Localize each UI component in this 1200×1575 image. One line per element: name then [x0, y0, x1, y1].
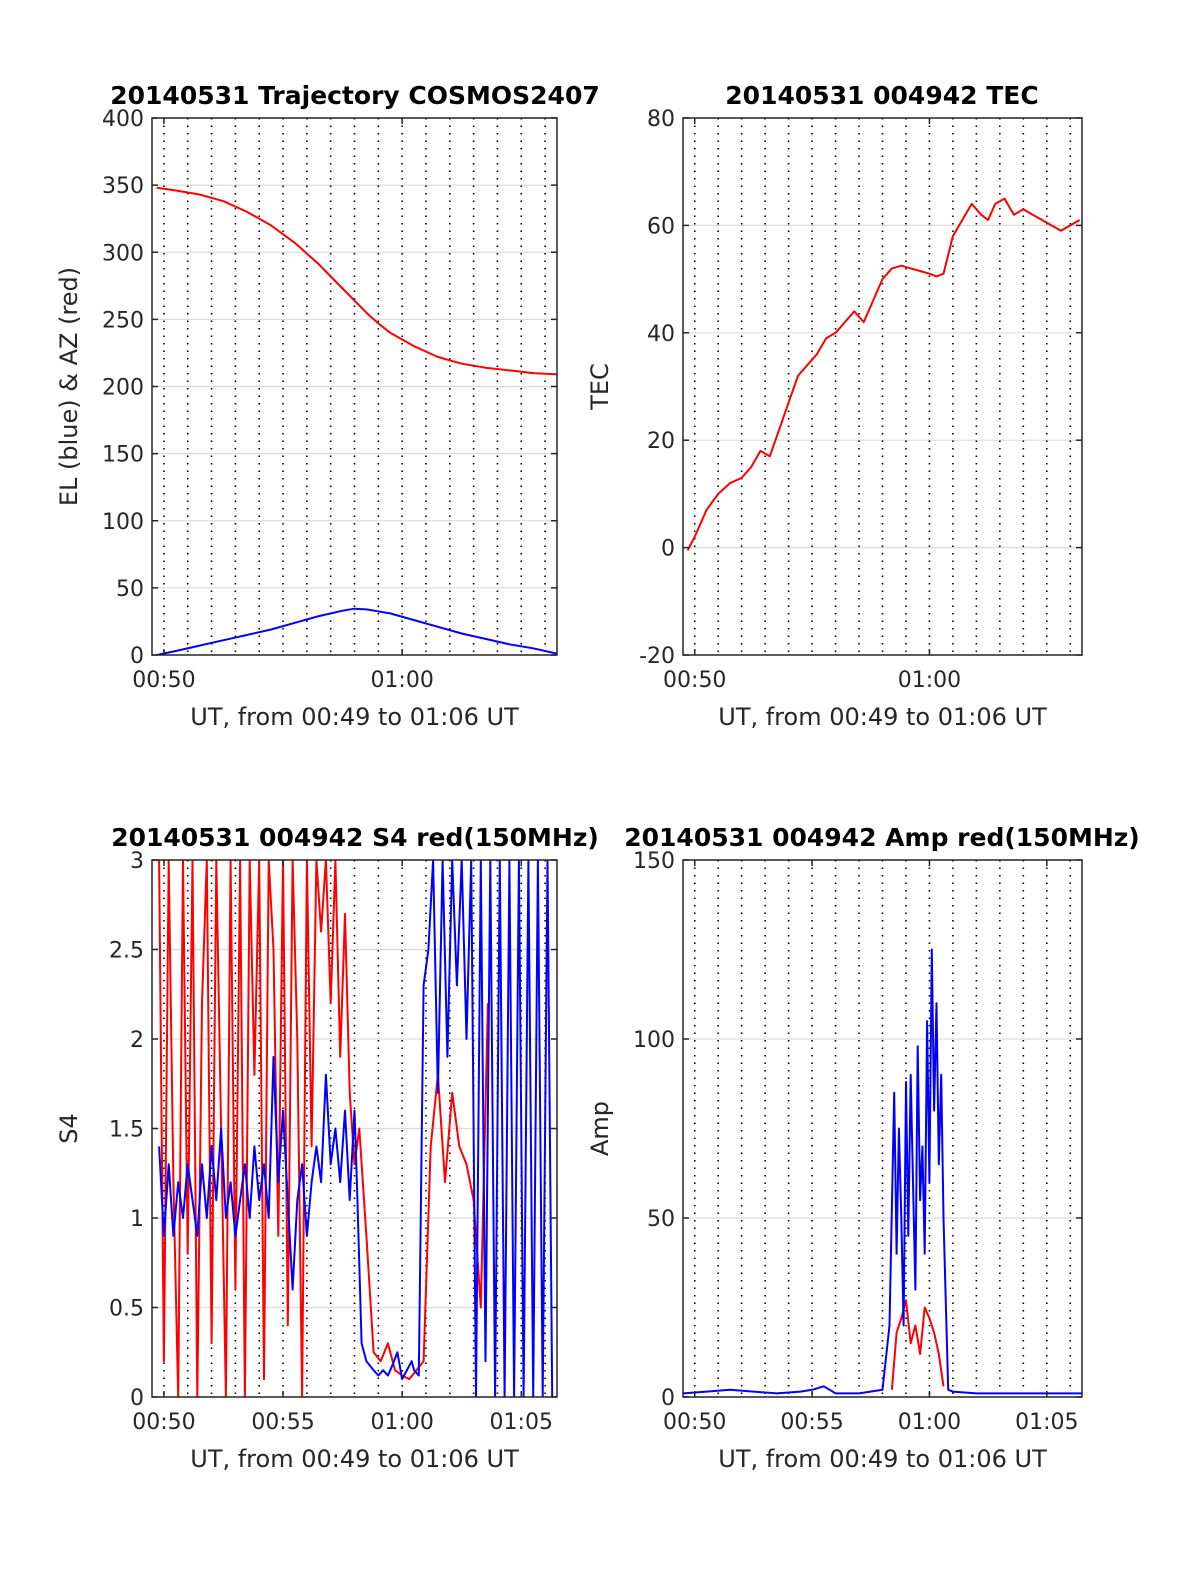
x-tick-label: 01:00 — [370, 668, 433, 693]
y-tick-label: 0 — [130, 1386, 144, 1411]
y-axis-label: TEC — [586, 363, 614, 411]
y-tick-label: 0.5 — [109, 1297, 144, 1322]
y-tick-label: 80 — [647, 107, 675, 132]
y-tick-label: 40 — [647, 322, 675, 347]
y-tick-label: 250 — [102, 308, 144, 333]
x-axis-label: UT, from 00:49 to 01:06 UT — [190, 703, 519, 731]
y-tick-label: 0 — [661, 537, 675, 562]
y-tick-label: 50 — [647, 1207, 675, 1232]
y-tick-label: 200 — [102, 376, 144, 401]
y-tick-label: 0 — [130, 644, 144, 669]
y-tick-label: 300 — [102, 241, 144, 266]
y-tick-label: 100 — [102, 510, 144, 535]
tec-panel: -20 0 20 40 60 80 00:50 01:00 20140531 004942 TE… — [586, 81, 1083, 731]
x-tick-label: 01:00 — [898, 668, 961, 693]
y-tick-label: 1.5 — [109, 1118, 144, 1143]
series-s4-blue — [158, 860, 554, 1397]
axes-frame — [682, 117, 1083, 656]
y-tick-label: 50 — [116, 577, 144, 602]
chart-title: 20140531 004942 TEC — [725, 81, 1038, 110]
chart-title: 20140531 004942 S4 red(150MHz) — [111, 823, 599, 852]
y-tick-label: 2.5 — [109, 939, 144, 964]
x-axis-label: UT, from 00:49 to 01:06 UT — [718, 703, 1047, 731]
series-el — [156, 607, 557, 655]
y-tick-label: 60 — [647, 214, 675, 239]
x-tick-label: 01:00 — [898, 1410, 961, 1435]
series-az — [156, 186, 557, 376]
series-group — [158, 860, 554, 1397]
y-axis-label: EL (blue) & AZ (red) — [55, 267, 83, 506]
series-group — [686, 197, 1081, 551]
series-s4-red — [158, 860, 489, 1397]
plot-area — [683, 860, 1082, 1397]
x-tick-label: 01:00 — [370, 1410, 433, 1435]
y-tick-label: 0 — [661, 1386, 675, 1411]
plot-area — [683, 118, 1082, 655]
x-axis-label: UT, from 00:49 to 01:06 UT — [190, 1445, 519, 1473]
chart-title: 20140531 Trajectory COSMOS2407 — [110, 81, 600, 110]
x-tick-label: 00:50 — [663, 1410, 726, 1435]
x-axis-label: UT, from 00:49 to 01:06 UT — [718, 1445, 1047, 1473]
x-tick-label: 01:05 — [490, 1410, 553, 1435]
y-tick-label: 3 — [130, 849, 144, 874]
series-amp-blue — [683, 948, 1082, 1395]
y-tick-label: 150 — [102, 443, 144, 468]
y-tick-label: -20 — [639, 644, 675, 669]
y-tick-label: 150 — [633, 849, 675, 874]
y-tick-label: 350 — [102, 174, 144, 199]
x-tick-label: 00:55 — [780, 1410, 843, 1435]
x-tick-label: 00:50 — [132, 668, 195, 693]
y-tick-label: 100 — [633, 1028, 675, 1053]
y-axis-label: S4 — [55, 1113, 83, 1144]
trajectory-panel: 0 50 100 150 200 250 300 350 400 00:50 01:00 201405… — [55, 81, 600, 731]
series-group — [156, 186, 557, 655]
y-tick-label: 400 — [102, 107, 144, 132]
series-tec — [686, 197, 1081, 551]
x-tick-label: 00:55 — [251, 1410, 314, 1435]
series-amp-red — [890, 1299, 945, 1390]
y-tick-label: 1 — [130, 1207, 144, 1232]
x-tick-label: 00:50 — [663, 668, 726, 693]
y-tick-label: 20 — [647, 429, 675, 454]
y-axis-label: Amp — [586, 1101, 614, 1156]
x-tick-label: 00:50 — [132, 1410, 195, 1435]
s4-panel: 0 0.5 1 1.5 2 2.5 3 00:50 00:55 01:00 01:05 2014053… — [55, 823, 599, 1473]
axes-frame — [682, 859, 1083, 1398]
x-tick-label: 01:05 — [1015, 1410, 1078, 1435]
chart-title: 20140531 004942 Amp red(150MHz) — [624, 823, 1140, 852]
amp-panel: 0 50 100 150 00:50 00:55 01:00 01:05 20140531 00… — [586, 823, 1140, 1473]
y-tick-label: 2 — [130, 1028, 144, 1053]
series-group — [683, 948, 1082, 1395]
